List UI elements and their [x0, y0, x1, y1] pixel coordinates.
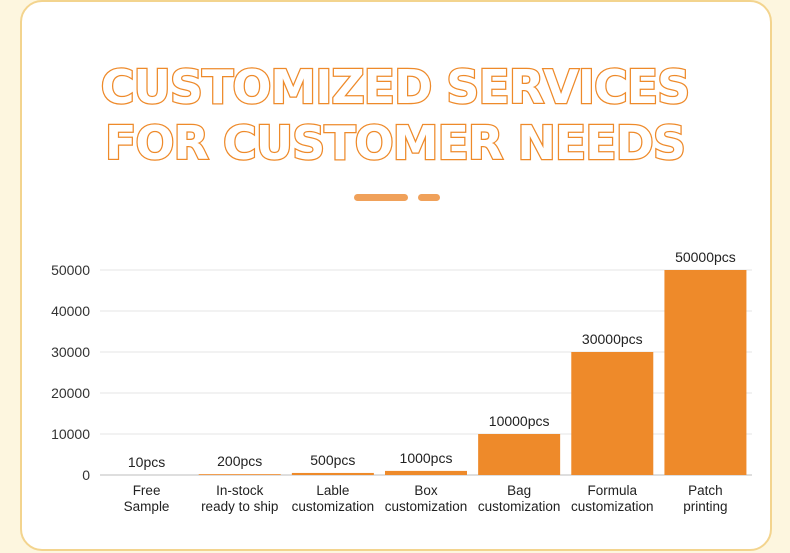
- y-tick-label: 10000: [51, 426, 90, 442]
- category-label: Sample: [124, 499, 170, 514]
- data-label: 200pcs: [217, 453, 262, 469]
- category-label: Box: [414, 483, 438, 498]
- y-tick-label: 50000: [51, 262, 90, 278]
- bar: [478, 434, 561, 475]
- y-tick-label: 0: [82, 467, 90, 483]
- bar: [571, 352, 654, 475]
- heading-line-1: CUSTOMIZED SERVICES: [99, 59, 691, 116]
- divider-long: [354, 194, 408, 201]
- category-label: customization: [292, 499, 375, 514]
- data-label: 10pcs: [128, 454, 165, 470]
- category-label: In-stock: [216, 483, 264, 498]
- category-label: customization: [571, 499, 654, 514]
- category-label: Lable: [316, 483, 349, 498]
- bar: [198, 474, 281, 475]
- category-label: Patch: [688, 483, 723, 498]
- y-tick-label: 20000: [51, 385, 90, 401]
- y-tick-label: 30000: [51, 344, 90, 360]
- bar: [664, 270, 747, 475]
- bar: [291, 472, 374, 475]
- category-label: customization: [385, 499, 468, 514]
- divider-short: [418, 194, 440, 201]
- data-label: 1000pcs: [400, 450, 453, 466]
- category-label: Formula: [588, 483, 638, 498]
- category-label: Bag: [507, 483, 531, 498]
- data-label: 500pcs: [310, 452, 355, 468]
- bar: [385, 470, 467, 475]
- category-label: Free: [133, 483, 161, 498]
- category-label: customization: [478, 499, 561, 514]
- category-label: printing: [683, 499, 727, 514]
- data-label: 50000pcs: [675, 249, 736, 265]
- heading-line-2: FOR CUSTOMER NEEDS: [104, 115, 687, 172]
- data-label: 30000pcs: [582, 331, 643, 347]
- data-label: 10000pcs: [489, 413, 550, 429]
- category-label: ready to ship: [201, 499, 278, 514]
- y-tick-label: 40000: [51, 303, 90, 319]
